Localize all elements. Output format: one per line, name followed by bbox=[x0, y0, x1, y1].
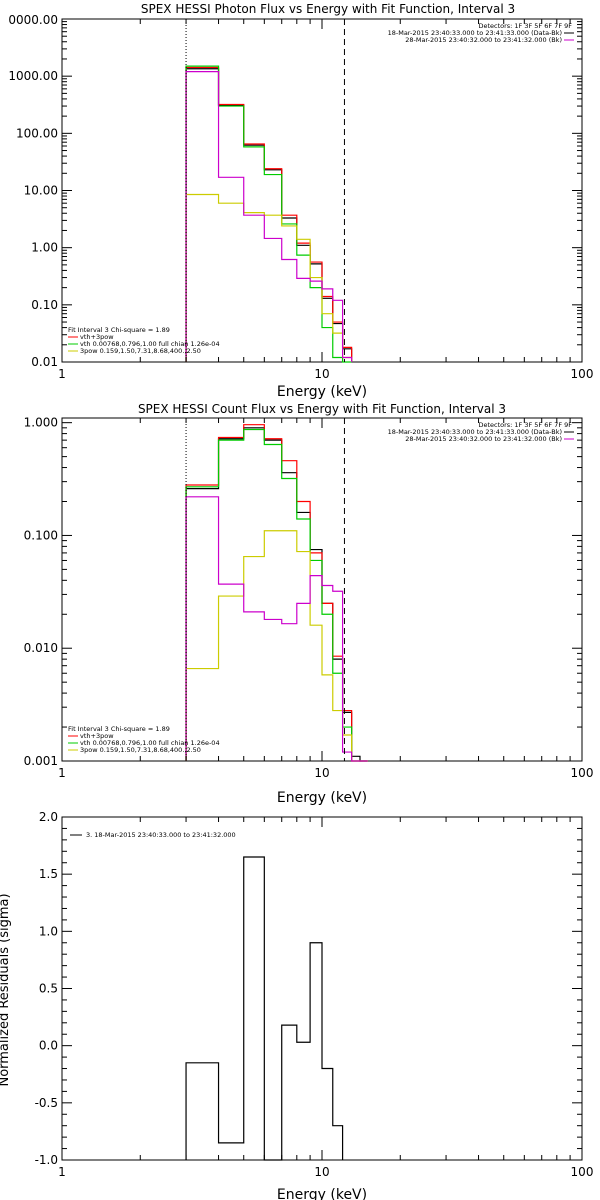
x-axis-ticks: 1 10 100 bbox=[58, 418, 593, 780]
series-group bbox=[185, 856, 344, 1161]
y-tick-label: 0.001 bbox=[24, 754, 58, 768]
series-line bbox=[185, 65, 352, 363]
x-axis-ticks: 1 10 100 bbox=[58, 817, 593, 1179]
x-tick-label: 100 bbox=[571, 766, 594, 780]
y-tick-label: 0.0 bbox=[39, 1039, 58, 1053]
photon-flux-panel: SPEX HESSI Photon Flux vs Energy with Fi… bbox=[8, 2, 593, 400]
series-line bbox=[185, 428, 368, 762]
y-tick-label: 0.100 bbox=[24, 528, 58, 542]
y-tick-label: 0.010 bbox=[24, 641, 58, 655]
legend-entry: Fit Interval 3 Chi-square = 1.89 bbox=[68, 326, 170, 334]
legend-entry: 3pow 0.159,1.50,7.31,8.68,400.,2.50 bbox=[80, 347, 201, 355]
x-tick-label: 1 bbox=[58, 766, 66, 780]
y-axis-ticks: -1.0 -0.5 0.0 0.5 1.0 1.5 2.0 bbox=[35, 810, 582, 1167]
y-axis-ticks: 0.001 0.010 0.100 1.000 bbox=[24, 416, 582, 768]
y-tick-label: -0.5 bbox=[35, 1096, 58, 1110]
count-flux-panel: SPEX HESSI Count Flux vs Energy with Fit… bbox=[24, 402, 594, 806]
y-tick-label: 1.0 bbox=[39, 924, 58, 938]
x-tick-label: 100 bbox=[571, 1165, 594, 1179]
series-line bbox=[185, 856, 344, 1161]
y-axis-label: Normalized Residuals (sigma) bbox=[0, 893, 12, 1086]
x-tick-label: 1 bbox=[58, 367, 66, 381]
y-tick-label: 0.01 bbox=[31, 355, 58, 369]
y-tick-label: -1.0 bbox=[35, 1153, 58, 1167]
series-group bbox=[185, 424, 368, 762]
y-tick-label: 1.5 bbox=[39, 867, 58, 881]
panel-title: SPEX HESSI Photon Flux vs Energy with Fi… bbox=[141, 2, 515, 16]
legend-entry: vth+3pow bbox=[80, 732, 114, 740]
y-tick-label: 1.000 bbox=[24, 416, 58, 430]
x-tick-label: 1 bbox=[58, 1165, 66, 1179]
y-axis-ticks: 0.01 0.10 1.00 10.00 100.00 1000.00 0000.00 bbox=[8, 13, 582, 369]
legend-entry: 18-Mar-2015 23:40:33.000 to 23:41:33.000… bbox=[388, 29, 562, 37]
reference-lines bbox=[185, 19, 345, 362]
x-tick-label: 10 bbox=[314, 367, 329, 381]
legend-entry: 3pow 0.159,1.50,7.31,8.68,400.,2.50 bbox=[80, 746, 201, 754]
y-tick-label: 1.00 bbox=[31, 241, 58, 255]
legend-entry: Detectors: 1F 3F 5F 6F 7F 9F bbox=[478, 421, 572, 429]
series-line bbox=[185, 71, 353, 362]
legend-entry: Fit Interval 3 Chi-square = 1.89 bbox=[68, 725, 170, 733]
legend-entry: Detectors: 1F 3F 5F 6F 7F 9F bbox=[478, 22, 572, 30]
panel-title: SPEX HESSI Count Flux vs Energy with Fit… bbox=[138, 402, 506, 416]
x-axis-label: Energy (keV) bbox=[277, 384, 367, 400]
y-tick-label: 0000.00 bbox=[8, 13, 58, 27]
series-line bbox=[185, 530, 368, 762]
legend-top-right: Detectors: 1F 3F 5F 6F 7F 9F18-Mar-2015 … bbox=[388, 421, 574, 443]
legend-entry: vth 0.00768,0.796,1.00 full chian 1.26e-… bbox=[80, 739, 220, 747]
legend-entry: vth 0.00768,0.796,1.00 full chian 1.26e-… bbox=[80, 340, 220, 348]
series-group bbox=[185, 65, 353, 363]
x-axis-ticks: 1 10 100 bbox=[58, 19, 593, 381]
x-tick-label: 10 bbox=[314, 1165, 329, 1179]
y-tick-label: 100.00 bbox=[16, 126, 58, 140]
series-line bbox=[185, 496, 368, 762]
y-tick-label: 0.10 bbox=[31, 298, 58, 312]
x-tick-label: 100 bbox=[571, 367, 594, 381]
y-tick-label: 10.00 bbox=[24, 184, 58, 198]
residuals-panel: 1 10 100 -1.0 -0.5 0.0 0.5 1.0 1.5 2.0 Energy (k… bbox=[0, 810, 593, 1200]
legend-entry: vth+3pow bbox=[80, 333, 114, 341]
x-tick-label: 10 bbox=[314, 766, 329, 780]
legend-bottom-left: Fit Interval 3 Chi-square = 1.89vth+3pow… bbox=[68, 725, 220, 754]
legend-entry: 28-Mar-2015 23:40:32.000 to 23:41:32.000… bbox=[405, 36, 562, 44]
y-tick-label: 0.5 bbox=[39, 982, 58, 996]
series-line bbox=[185, 193, 353, 362]
x-axis-label: Energy (keV) bbox=[277, 1187, 367, 1200]
reference-lines bbox=[185, 418, 345, 761]
y-tick-label: 1000.00 bbox=[8, 69, 58, 83]
legend-entry: 18-Mar-2015 23:40:33.000 to 23:41:33.000… bbox=[388, 428, 562, 436]
legend-top-right: Detectors: 1F 3F 5F 6F 7F 9F18-Mar-2015 … bbox=[388, 22, 574, 44]
legend-entry: 3. 18-Mar-2015 23:40:33.000 to 23:41:32.… bbox=[86, 831, 236, 839]
legend-top-left: 3. 18-Mar-2015 23:40:33.000 to 23:41:32.… bbox=[70, 831, 236, 839]
legend-bottom-left: Fit Interval 3 Chi-square = 1.89vth+3pow… bbox=[68, 326, 220, 355]
legend-entry: 28-Mar-2015 23:40:32.000 to 23:41:32.000… bbox=[405, 435, 562, 443]
y-tick-label: 2.0 bbox=[39, 810, 58, 824]
x-axis-label: Energy (keV) bbox=[277, 790, 367, 806]
